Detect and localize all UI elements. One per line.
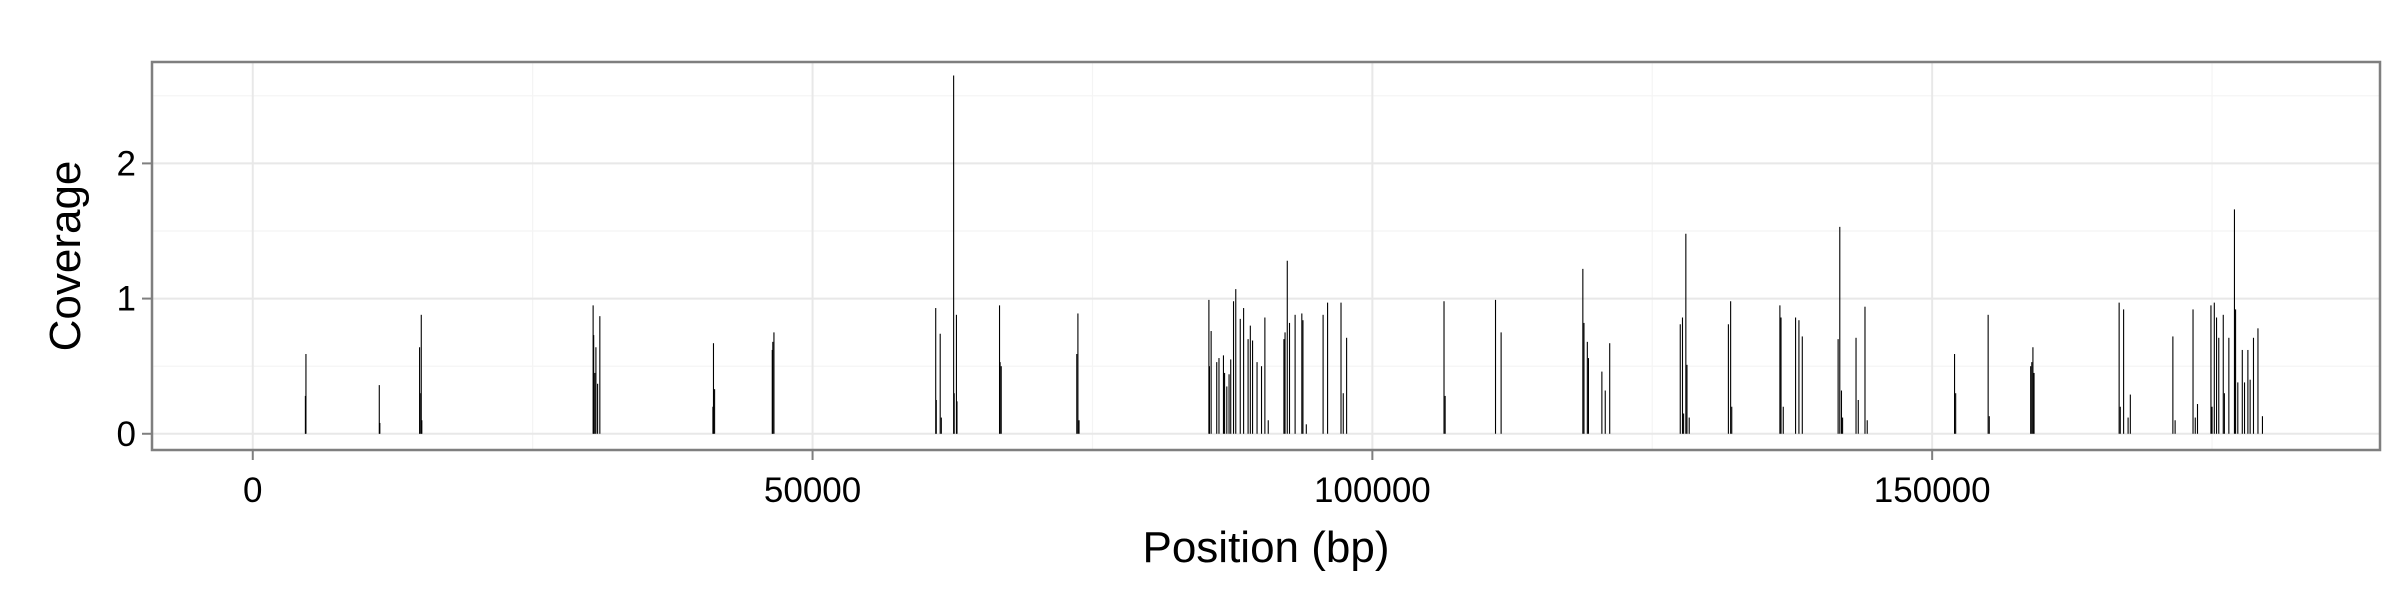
y-axis: 0 1 2 — [117, 144, 152, 454]
x-axis-title: Position (bp) — [1142, 523, 1389, 572]
minor-gridlines — [152, 62, 2380, 450]
y-tick-label: 2 — [117, 144, 136, 183]
x-tick-label: 150000 — [1874, 471, 1991, 510]
plot-border — [150, 60, 2382, 452]
x-tick-label: 0 — [243, 471, 262, 510]
y-axis-title: Coverage — [41, 161, 90, 352]
major-gridlines — [152, 62, 2380, 450]
x-tick-label: 50000 — [764, 471, 861, 510]
x-tick-label: 100000 — [1314, 471, 1431, 510]
y-tick-label: 1 — [117, 280, 136, 319]
coverage-bars — [304, 75, 2263, 434]
y-tick-label: 0 — [117, 415, 136, 454]
x-axis: 0 50000 100000 150000 — [243, 450, 1991, 510]
plot-background — [152, 62, 2380, 450]
